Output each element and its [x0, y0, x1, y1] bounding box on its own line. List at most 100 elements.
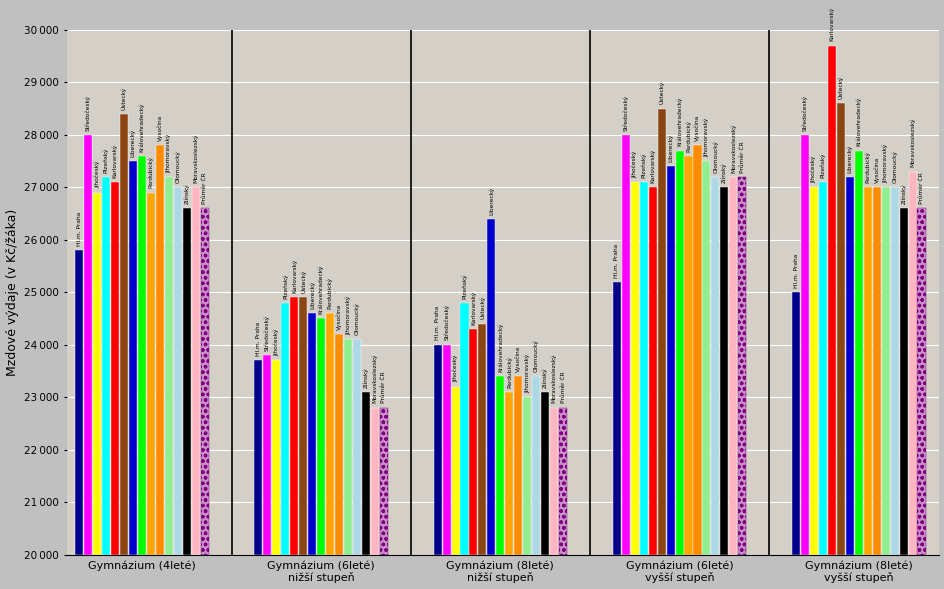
Text: Jihočeský: Jihočeský: [632, 150, 637, 178]
Text: Moravskoslezský: Moravskoslezský: [730, 123, 735, 173]
Bar: [326, 313, 334, 555]
Text: Ústecký: Ústecký: [837, 76, 843, 99]
Bar: [675, 151, 683, 555]
Text: Jihomoravský: Jihomoravský: [345, 296, 350, 335]
Bar: [523, 397, 531, 555]
Text: Průměr ČR: Průměr ČR: [919, 173, 923, 204]
Text: Pardubický: Pardubický: [685, 120, 691, 151]
Bar: [871, 187, 880, 555]
Text: Olomoucký: Olomoucký: [891, 150, 897, 183]
Bar: [559, 408, 566, 555]
Text: Královehradecký: Královehradecký: [497, 323, 502, 372]
Text: Vysočina: Vysočina: [694, 115, 700, 141]
Text: Vysočina: Vysočina: [515, 346, 520, 372]
Bar: [192, 187, 199, 555]
Bar: [809, 187, 818, 555]
Text: Pardubický: Pardubický: [864, 151, 869, 183]
Bar: [899, 209, 906, 555]
Bar: [845, 177, 853, 555]
Bar: [335, 334, 343, 555]
Text: Karlovarský: Karlovarský: [649, 149, 655, 183]
Bar: [254, 360, 262, 555]
Bar: [487, 219, 495, 555]
Bar: [379, 408, 387, 555]
Bar: [174, 187, 181, 555]
Bar: [630, 182, 638, 555]
Text: Hl.m. Praha: Hl.m. Praha: [76, 212, 81, 246]
Text: Plzeňský: Plzeňský: [103, 147, 109, 173]
Bar: [460, 303, 468, 555]
Text: Karlovarský: Karlovarský: [291, 259, 296, 293]
Text: Plzeňský: Plzeňský: [819, 153, 825, 178]
Bar: [907, 171, 916, 555]
Bar: [263, 355, 271, 555]
Bar: [102, 177, 110, 555]
Text: Pardubický: Pardubický: [327, 277, 332, 309]
Bar: [370, 408, 379, 555]
Bar: [164, 177, 173, 555]
Text: Zlínský: Zlínský: [184, 183, 189, 204]
Bar: [639, 182, 647, 555]
Bar: [442, 345, 450, 555]
Bar: [863, 187, 871, 555]
Text: Vysočina: Vysočina: [873, 157, 879, 183]
Text: Královehradecký: Královehradecký: [676, 97, 682, 146]
Text: Pardubický: Pardubický: [506, 356, 512, 388]
Bar: [801, 135, 808, 555]
Text: Středočeský: Středočeský: [622, 94, 628, 131]
Bar: [549, 408, 558, 555]
Text: Ústecký: Ústecký: [121, 87, 126, 110]
Bar: [612, 282, 620, 555]
Text: Jihočeský: Jihočeský: [810, 155, 816, 183]
Bar: [352, 339, 361, 555]
Text: Moravskoslezský: Moravskoslezský: [550, 354, 556, 403]
Bar: [299, 297, 307, 555]
Text: Karlovarský: Karlovarský: [470, 290, 476, 325]
Text: Hl.m. Praha: Hl.m. Praha: [793, 254, 798, 288]
Bar: [917, 209, 924, 555]
Bar: [308, 313, 316, 555]
Bar: [110, 182, 119, 555]
Bar: [156, 145, 163, 555]
Bar: [478, 324, 486, 555]
Text: Jihočeský: Jihočeský: [94, 161, 100, 188]
Text: Plzeňský: Plzeňský: [462, 273, 466, 299]
Bar: [433, 345, 441, 555]
Bar: [76, 250, 83, 555]
Text: Středočeský: Středočeský: [801, 94, 807, 131]
Y-axis label: Mzdové výdaje (v Kč/žáka): Mzdové výdaje (v Kč/žáka): [6, 209, 19, 376]
Bar: [93, 193, 101, 555]
Text: Královehradecký: Královehradecký: [855, 97, 861, 146]
Text: Vysočina: Vysočina: [336, 304, 342, 330]
Text: Průměr ČR: Průměr ČR: [560, 372, 565, 403]
Text: Jihočeský: Jihočeský: [452, 355, 458, 382]
Text: Ústecký: Ústecký: [658, 81, 664, 104]
Text: Moravskoslezský: Moravskoslezský: [193, 134, 198, 183]
Text: Plzeňský: Plzeňský: [640, 153, 646, 178]
Text: Středočeský: Středočeský: [85, 94, 91, 131]
Bar: [200, 209, 209, 555]
Text: Průměr ČR: Průměr ČR: [381, 372, 386, 403]
Text: Liberecký: Liberecký: [667, 134, 673, 162]
Text: Zlínský: Zlínský: [900, 183, 905, 204]
Bar: [531, 376, 540, 555]
Text: Zlínský: Zlínský: [362, 367, 368, 388]
Text: Olomoucký: Olomoucký: [175, 150, 180, 183]
Bar: [719, 187, 728, 555]
Text: Moravskoslezský: Moravskoslezský: [372, 354, 378, 403]
Bar: [836, 103, 844, 555]
Text: Zlínský: Zlínský: [721, 163, 726, 183]
Bar: [737, 177, 746, 555]
Bar: [881, 187, 888, 555]
Bar: [711, 177, 718, 555]
Text: Liberecký: Liberecký: [846, 144, 851, 173]
Bar: [666, 166, 674, 555]
Text: Olomoucký: Olomoucký: [354, 302, 360, 335]
Bar: [84, 135, 93, 555]
Bar: [541, 392, 548, 555]
Text: Královehradecký: Královehradecký: [318, 265, 324, 315]
Text: Jihomoravský: Jihomoravský: [524, 354, 530, 393]
Text: Jihomoravský: Jihomoravský: [703, 118, 708, 157]
Text: Olomoucký: Olomoucký: [712, 140, 717, 173]
Bar: [451, 386, 459, 555]
